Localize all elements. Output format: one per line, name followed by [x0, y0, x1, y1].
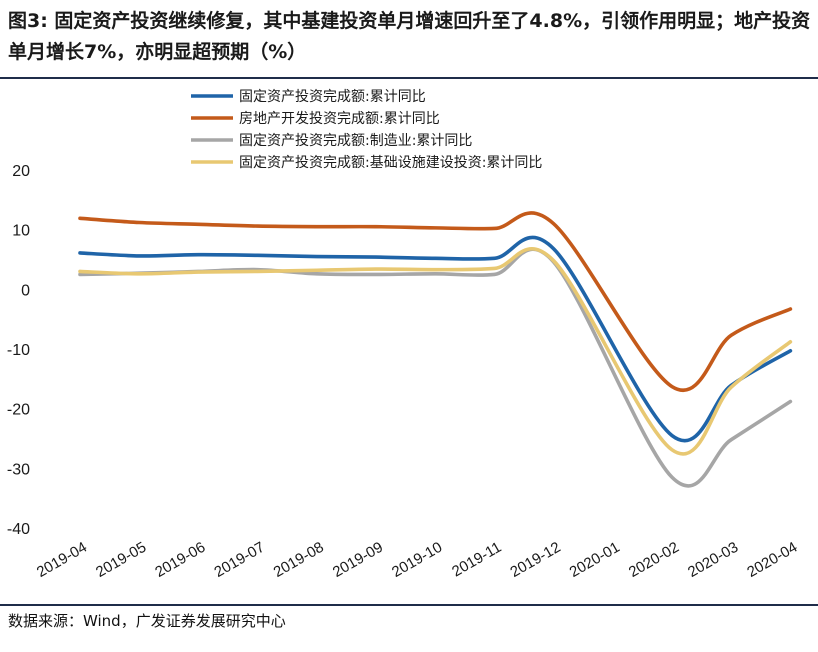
bottom-rule [0, 604, 818, 606]
x-tick-label: 2019-04 [34, 539, 90, 581]
legend-label: 固定资产投资完成额:基础设施建设投资:累计同比 [239, 154, 542, 171]
x-tick-label: 2020-03 [685, 539, 741, 581]
y-tick-label: -20 [7, 402, 30, 419]
x-axis: 2019-04 2019-05 2019-06 2019-07 2019-08 2019-… [34, 539, 801, 581]
series-lines [78, 211, 793, 488]
series-line-1 [78, 235, 793, 443]
x-tick-label: 2020-04 [744, 539, 800, 581]
y-tick-label: -40 [7, 521, 30, 538]
x-tick-label: 2019-07 [211, 539, 267, 581]
legend: 固定资产投资完成额:累计同比房地产开发投资完成额:累计同比固定资产投资完成额:制… [191, 89, 542, 171]
x-tick-label: 2019-06 [152, 539, 208, 581]
x-tick-label: 2019-10 [389, 539, 445, 581]
series-line-2 [78, 211, 793, 392]
x-tick-label: 2019-08 [271, 539, 327, 581]
legend-label: 房地产开发投资完成额:累计同比 [239, 111, 440, 127]
source-note: 数据来源：Wind，广发证券发展研究中心 [8, 612, 286, 630]
x-tick-label: 2019-12 [507, 539, 563, 581]
y-tick-label: -30 [7, 461, 30, 478]
y-tick-label: 20 [12, 163, 30, 180]
y-tick-label: 0 [21, 282, 30, 299]
x-tick-label: 2020-02 [626, 539, 682, 581]
legend-label: 固定资产投资完成额:制造业:累计同比 [239, 133, 472, 149]
legend-label: 固定资产投资完成额:累计同比 [239, 89, 426, 105]
y-tick-label: -10 [7, 342, 30, 359]
x-tick-label: 2019-11 [449, 539, 504, 581]
y-tick-label: 10 [12, 223, 30, 240]
top-rule [0, 77, 818, 79]
line-chart: 固定资产投资完成额:累计同比房地产开发投资完成额:累计同比固定资产投资完成额:制… [7, 89, 801, 581]
x-tick-label: 2019-05 [93, 539, 149, 581]
x-tick-label: 2020-01 [567, 539, 623, 581]
series-line-4 [78, 246, 793, 456]
series-line-3 [78, 247, 793, 488]
y-axis: 20 10 0 -10 -20 -30 -40 [7, 163, 30, 538]
chart-title: 图3: 固定资产投资继续修复，其中基建投资单月增速回升至了4.8%，引领作用明显… [8, 10, 811, 63]
x-tick-label: 2019-09 [330, 539, 386, 581]
